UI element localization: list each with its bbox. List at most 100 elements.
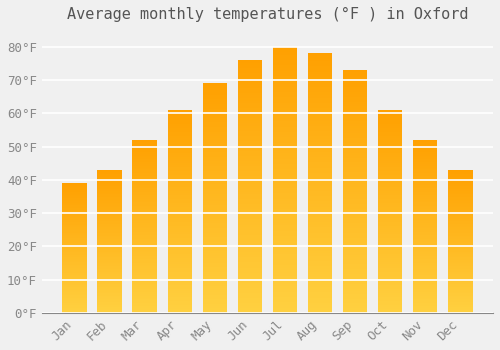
Bar: [238, 303, 262, 306]
Bar: [238, 161, 262, 164]
Bar: [378, 260, 402, 262]
Bar: [238, 204, 262, 207]
Bar: [343, 265, 367, 267]
Bar: [238, 298, 262, 300]
Bar: [448, 223, 472, 224]
Bar: [413, 154, 438, 155]
Bar: [413, 162, 438, 164]
Bar: [378, 281, 402, 283]
Bar: [202, 191, 227, 194]
Bar: [448, 286, 472, 287]
Bar: [308, 116, 332, 118]
Bar: [308, 215, 332, 217]
Bar: [272, 262, 297, 265]
Bar: [413, 233, 438, 235]
Bar: [202, 177, 227, 180]
Bar: [308, 285, 332, 287]
Bar: [308, 152, 332, 155]
Bar: [308, 149, 332, 152]
Bar: [168, 228, 192, 230]
Bar: [168, 291, 192, 293]
Bar: [413, 149, 438, 150]
Bar: [132, 240, 157, 242]
Bar: [448, 183, 472, 184]
Bar: [448, 211, 472, 213]
Bar: [132, 235, 157, 237]
Bar: [238, 255, 262, 257]
Bar: [202, 267, 227, 270]
Bar: [202, 120, 227, 122]
Bar: [378, 272, 402, 274]
Bar: [168, 238, 192, 240]
Bar: [272, 68, 297, 71]
Bar: [202, 214, 227, 217]
Bar: [98, 243, 122, 244]
Bar: [202, 132, 227, 134]
Bar: [448, 240, 472, 241]
Bar: [272, 215, 297, 217]
Bar: [448, 280, 472, 282]
Bar: [238, 187, 262, 189]
Bar: [272, 249, 297, 252]
Bar: [98, 299, 122, 300]
Bar: [202, 224, 227, 226]
Bar: [413, 312, 438, 313]
Bar: [448, 236, 472, 237]
Bar: [168, 150, 192, 153]
Bar: [132, 157, 157, 159]
Bar: [272, 89, 297, 92]
Bar: [272, 142, 297, 145]
Bar: [202, 286, 227, 288]
Bar: [168, 279, 192, 281]
Bar: [308, 183, 332, 186]
Bar: [238, 113, 262, 116]
Bar: [413, 182, 438, 183]
Bar: [272, 132, 297, 135]
Bar: [378, 193, 402, 195]
Bar: [448, 253, 472, 254]
Bar: [168, 169, 192, 171]
Bar: [62, 259, 87, 260]
Bar: [272, 159, 297, 161]
Bar: [413, 216, 438, 218]
Bar: [413, 152, 438, 154]
Bar: [98, 246, 122, 247]
Bar: [308, 233, 332, 235]
Bar: [202, 164, 227, 166]
Bar: [448, 299, 472, 300]
Bar: [272, 79, 297, 81]
Bar: [448, 241, 472, 243]
Bar: [62, 275, 87, 277]
Bar: [378, 309, 402, 311]
Bar: [202, 99, 227, 102]
Bar: [132, 287, 157, 289]
Bar: [308, 228, 332, 230]
Bar: [62, 281, 87, 282]
Bar: [238, 128, 262, 131]
Bar: [413, 183, 438, 185]
Bar: [308, 162, 332, 165]
Bar: [132, 310, 157, 312]
Bar: [238, 288, 262, 290]
Bar: [202, 304, 227, 306]
Bar: [98, 198, 122, 200]
Bar: [343, 119, 367, 121]
Bar: [168, 232, 192, 234]
Bar: [343, 187, 367, 189]
Bar: [413, 169, 438, 171]
Bar: [168, 161, 192, 163]
Bar: [132, 142, 157, 143]
Bar: [238, 262, 262, 265]
Bar: [413, 219, 438, 221]
Bar: [308, 246, 332, 248]
Bar: [202, 226, 227, 228]
Bar: [238, 123, 262, 126]
Bar: [378, 287, 402, 289]
Bar: [168, 122, 192, 124]
Bar: [98, 286, 122, 287]
Bar: [238, 100, 262, 103]
Bar: [238, 144, 262, 146]
Bar: [272, 265, 297, 268]
Bar: [378, 220, 402, 222]
Bar: [132, 152, 157, 154]
